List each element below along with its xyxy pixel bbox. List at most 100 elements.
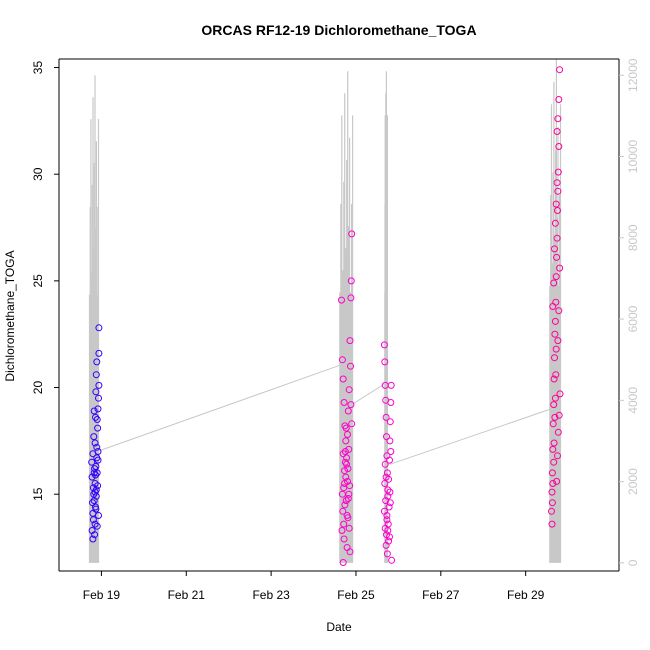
data-point-s2-25 bbox=[344, 407, 352, 415]
data-point-s4-16 bbox=[551, 394, 559, 402]
data-points bbox=[88, 66, 564, 566]
data-point-s4-38 bbox=[550, 279, 558, 287]
axes: 15 20 25 30 35 0 2000 4000 6000 8000 10000 12000 Feb… bbox=[31, 58, 640, 602]
data-point-s3-22 bbox=[383, 550, 391, 558]
data-point-s1-42 bbox=[93, 454, 101, 462]
data-point-s1-38 bbox=[89, 484, 97, 492]
right-tick-label-7: 12000 bbox=[626, 58, 640, 92]
data-point-s3-8 bbox=[383, 469, 391, 477]
data-point-s4-44 bbox=[555, 307, 563, 315]
data-point-s4-4 bbox=[549, 445, 557, 453]
data-point-s4-42 bbox=[553, 179, 561, 187]
data-point-s1-28 bbox=[89, 499, 96, 507]
data-point-s3-29 bbox=[382, 473, 390, 481]
data-point-s3-18 bbox=[386, 418, 394, 426]
data-point-s4-2 bbox=[548, 488, 556, 496]
data-point-s2-19 bbox=[339, 559, 347, 566]
data-point-s4-13 bbox=[550, 458, 558, 466]
data-point-s4-35 bbox=[555, 411, 563, 419]
data-point-s3-16 bbox=[386, 456, 393, 464]
chart-title: ORCAS RF12-19 Dichloromethane_TOGA bbox=[201, 22, 476, 38]
data-point-s2-45 bbox=[348, 420, 356, 428]
data-point-s3-19 bbox=[381, 480, 389, 487]
data-point-s4-5 bbox=[549, 420, 557, 428]
data-point-s1-45 bbox=[95, 512, 102, 519]
data-point-s1-26 bbox=[95, 394, 102, 402]
connector-line-3 bbox=[389, 408, 552, 465]
data-point-s1-17 bbox=[93, 469, 101, 477]
data-point-s2-10 bbox=[338, 527, 346, 534]
x-tick-label-5: Feb 27 bbox=[422, 588, 460, 602]
data-point-s1-14 bbox=[91, 520, 99, 528]
data-point-s4-14 bbox=[550, 439, 558, 447]
data-point-s3-1 bbox=[380, 341, 388, 349]
data-point-s4-34 bbox=[554, 428, 562, 436]
data-point-s3-2 bbox=[381, 358, 389, 366]
data-point-s1-13 bbox=[90, 407, 98, 415]
data-point-s4-3 bbox=[548, 469, 556, 477]
data-point-s2-33 bbox=[343, 512, 351, 519]
data-point-s1-8 bbox=[92, 371, 100, 379]
x-tick-label-3: Feb 23 bbox=[252, 588, 290, 602]
data-point-s2-35 bbox=[340, 520, 348, 528]
data-point-s1-19 bbox=[89, 535, 97, 543]
data-point-s4-37 bbox=[549, 303, 557, 310]
data-point-s4-18 bbox=[552, 345, 560, 353]
connector-line-2 bbox=[351, 382, 386, 406]
x-tick-label-1: Feb 19 bbox=[83, 588, 121, 602]
data-point-s1-10 bbox=[88, 473, 96, 481]
data-point-s1-24 bbox=[93, 443, 101, 451]
data-point-s2-34 bbox=[341, 458, 349, 466]
data-point-s2-30 bbox=[348, 230, 356, 238]
data-point-s1-9 bbox=[93, 358, 101, 366]
data-point-s4-25 bbox=[554, 187, 562, 195]
data-point-s2-12 bbox=[340, 484, 348, 492]
data-point-s3-27 bbox=[387, 381, 395, 389]
data-point-s4-33 bbox=[554, 452, 561, 460]
data-point-s1-21 bbox=[90, 497, 98, 505]
data-point-s1-20 bbox=[89, 516, 97, 524]
data-point-s4-39 bbox=[551, 245, 558, 253]
right-tick-label-6: 10000 bbox=[626, 140, 640, 174]
data-point-s3-6 bbox=[383, 433, 390, 441]
data-point-s4-36 bbox=[556, 390, 564, 398]
right-tick-label-5: 8000 bbox=[626, 224, 640, 251]
data-point-s2-38 bbox=[339, 450, 347, 458]
data-point-s1-36 bbox=[95, 324, 103, 332]
data-point-s4-23 bbox=[553, 234, 561, 242]
data-point-s3-36 bbox=[388, 556, 396, 564]
altitude-layer bbox=[88, 59, 562, 563]
data-point-s4-17 bbox=[552, 371, 560, 379]
data-point-s4-15 bbox=[551, 413, 559, 421]
right-tick-label-2: 2000 bbox=[626, 468, 640, 495]
data-point-s3-32 bbox=[385, 537, 393, 545]
data-point-s1-12 bbox=[90, 433, 98, 441]
data-point-s4-8 bbox=[551, 354, 558, 362]
data-point-s2-27 bbox=[346, 337, 354, 345]
data-point-s1-44 bbox=[94, 405, 102, 413]
data-point-s3-5 bbox=[382, 413, 390, 421]
data-point-s2-11 bbox=[339, 507, 347, 515]
data-point-s1-37 bbox=[88, 458, 96, 466]
y-tick-label-3: 25 bbox=[31, 274, 45, 288]
data-point-s4-19 bbox=[551, 317, 559, 325]
data-point-s1-41 bbox=[92, 505, 100, 513]
data-point-s2-42 bbox=[345, 524, 353, 532]
data-point-s3-13 bbox=[383, 516, 391, 524]
right-tick-label-4: 6000 bbox=[626, 305, 640, 332]
data-point-s4-24 bbox=[554, 207, 561, 214]
data-point-s2-2 bbox=[338, 356, 346, 364]
data-point-s3-24 bbox=[385, 503, 393, 511]
data-point-s1-32 bbox=[93, 522, 101, 530]
data-point-s4-11 bbox=[548, 499, 556, 507]
data-point-s2-28 bbox=[347, 294, 355, 302]
data-point-s4-10 bbox=[548, 520, 556, 528]
right-tick-label-1: 0 bbox=[626, 559, 640, 566]
data-point-s3-25 bbox=[386, 488, 394, 496]
data-point-s4-9 bbox=[551, 330, 559, 338]
data-point-s4-45 bbox=[556, 264, 564, 272]
right-tick-label-3: 4000 bbox=[626, 387, 640, 414]
y-tick-label-5: 35 bbox=[31, 61, 45, 75]
data-point-s4-40 bbox=[551, 219, 559, 227]
